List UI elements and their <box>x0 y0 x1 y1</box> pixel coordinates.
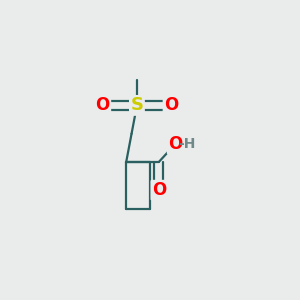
Text: O: O <box>96 96 110 114</box>
Text: O: O <box>152 181 166 199</box>
Text: O: O <box>164 96 178 114</box>
Text: -H: -H <box>178 137 196 151</box>
Text: O: O <box>168 135 182 153</box>
Text: S: S <box>130 96 143 114</box>
